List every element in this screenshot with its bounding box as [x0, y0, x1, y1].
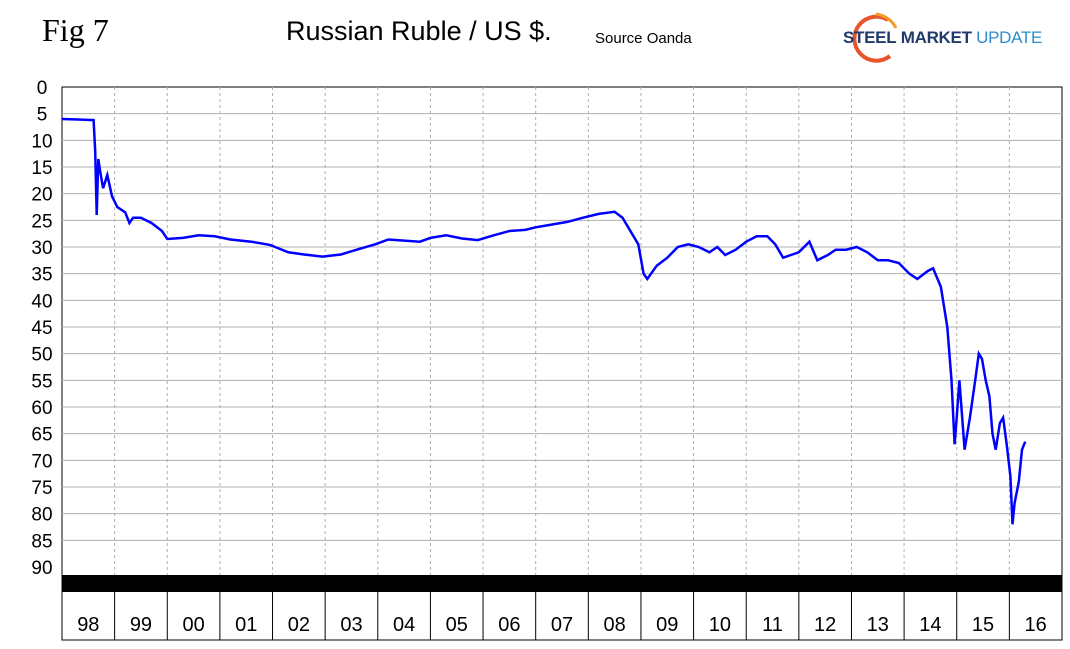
x-tick-label: 00: [182, 614, 204, 636]
y-tick-label: 45: [31, 318, 52, 339]
x-tick-label: 11: [762, 614, 783, 636]
y-tick-label: 5: [37, 105, 48, 126]
y-tick-label: 30: [31, 238, 52, 259]
y-tick-label: 35: [31, 265, 52, 286]
y-tick-label: 80: [31, 505, 52, 526]
y-tick-label: 20: [31, 185, 52, 206]
bottom-band: [62, 575, 1062, 592]
x-tick-label: 15: [972, 614, 994, 636]
logo-word-steel: STEEL: [843, 28, 897, 47]
x-tick-label: 13: [867, 614, 889, 636]
x-tick-label: 16: [1025, 614, 1047, 636]
logo-word-market: MARKET: [900, 28, 972, 47]
x-tick-label: 08: [604, 614, 626, 636]
x-tick-label: 04: [393, 614, 415, 636]
y-tick-label: 60: [31, 398, 52, 419]
y-tick-label: 55: [31, 371, 52, 392]
x-tick-label: 06: [498, 614, 520, 636]
x-tick-label: 03: [340, 614, 362, 636]
x-tick-label: 09: [656, 614, 678, 636]
steel-market-update-logo: [852, 12, 898, 63]
x-axis-ticks: 98 99 00 01 02 03 04 05 06 07 08 09 10 11 12 13 14 15 16: [77, 614, 1047, 636]
y-tick-label: 50: [31, 345, 52, 366]
x-tick-label: 98: [77, 614, 99, 636]
plot-border: [61, 86, 1063, 641]
y-tick-label: 15: [31, 158, 52, 179]
x-tick-label: 99: [130, 614, 152, 636]
x-tick-label: 07: [551, 614, 573, 636]
source-note: Source Oanda: [595, 30, 692, 47]
y-tick-label: 75: [31, 478, 52, 499]
y-axis-ticks: 0 5 10 15 20 25 30 35 40 45 50 55 60 65 70 75 80 85 90: [31, 78, 52, 579]
x-tick-label: 10: [709, 614, 731, 636]
y-tick-label: 70: [31, 451, 52, 472]
y-tick-label: 85: [31, 531, 52, 552]
x-tick-label: 12: [814, 614, 836, 636]
x-tick-label: 05: [446, 614, 468, 636]
y-tick-label: 25: [31, 211, 52, 232]
x-tick-label: 01: [235, 614, 257, 636]
y-tick-label: 0: [37, 78, 48, 99]
y-tick-label: 90: [31, 558, 52, 579]
x-tick-label: 02: [288, 614, 310, 636]
y-tick-label: 40: [31, 291, 52, 312]
logo-wordmark: STEEL MARKET UPDATE: [843, 28, 1042, 48]
ruble-usd-series-line: [61, 117, 1027, 525]
logo-word-update: UPDATE: [976, 28, 1042, 47]
chart-grid: [61, 86, 1063, 641]
chart-title: Russian Ruble / US $.: [286, 16, 552, 46]
y-tick-label: 10: [31, 131, 52, 152]
y-tick-label: 65: [31, 425, 52, 446]
figure-label: Fig 7: [42, 12, 109, 48]
x-tick-label: 14: [919, 614, 941, 636]
